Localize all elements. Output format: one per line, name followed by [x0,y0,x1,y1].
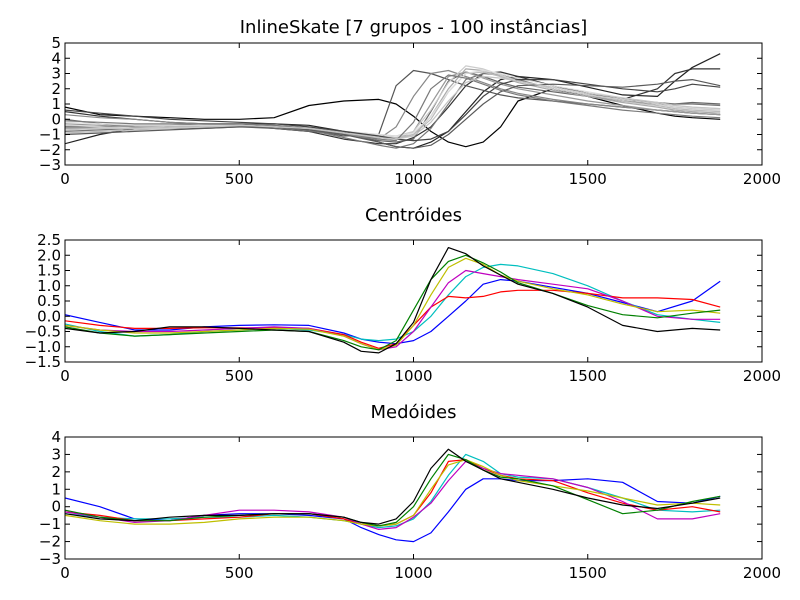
y-tick-label: −0.5 [25,323,61,341]
y-tick-label: 0 [51,498,61,516]
y-tick-label: −1.0 [25,338,61,356]
y-tick-label: −3 [39,550,61,568]
series-line-4 [65,269,721,351]
x-tick-label: 0 [60,170,70,188]
chart-title: Centróides [365,205,462,226]
y-tick-label: −2 [39,141,61,159]
x-tick-label: 1000 [394,564,432,582]
chart-title: Medóides [371,402,457,423]
x-tick-label: 500 [225,367,254,385]
y-tick-label: −1.5 [25,353,61,371]
series-line-14 [65,78,721,149]
y-tick-label: 4 [51,428,61,446]
y-tick-label: 2 [51,463,61,481]
x-tick-label: 0 [60,564,70,582]
y-tick-label: −3 [39,156,61,174]
series-line-1 [65,478,721,543]
y-tick-label: −2 [39,533,61,551]
y-tick-label: 3 [51,445,61,463]
series-line-2 [65,453,721,529]
x-tick-label: 2000 [743,170,781,188]
y-tick-label: −1 [39,126,61,144]
x-tick-label: 1000 [394,170,432,188]
series-line-13 [65,78,721,142]
y-tick-label: 0.0 [37,307,61,325]
x-tick-label: 1500 [569,564,607,582]
y-tick-label: 3 [51,65,61,83]
series-line-3 [65,459,721,527]
y-tick-label: 2 [51,80,61,98]
series-line-15 [65,74,721,142]
plot-frame [64,239,763,363]
plot-frame [64,436,763,560]
panel-1: InlineSkate [7 grupos - 100 instâncias] 0… [39,17,781,188]
y-tick-label: 4 [51,49,61,67]
series-line-3 [65,68,721,145]
series-line-7 [65,247,721,354]
series-line-6 [65,254,721,351]
x-tick-label: 2000 [743,367,781,385]
y-tick-label: 0.5 [37,292,61,310]
y-tick-label: 1.5 [37,262,61,280]
x-tick-label: 1500 [569,170,607,188]
series-line-5 [65,257,721,351]
x-tick-label: 500 [225,170,254,188]
series-line-6 [65,453,721,527]
series-line-1 [65,279,721,345]
y-tick-label: 2.5 [37,231,61,249]
x-tick-label: 1000 [394,367,432,385]
y-tick-label: 1.0 [37,277,61,295]
series-line-5 [65,459,721,527]
y-tick-label: 1 [51,480,61,498]
y-tick-label: 2.0 [37,246,61,264]
series-line-16 [65,75,721,140]
y-tick-label: 1 [51,95,61,113]
y-tick-label: −1 [39,515,61,533]
x-tick-label: 500 [225,564,254,582]
x-tick-label: 0 [60,367,70,385]
chart-title: InlineSkate [7 grupos - 100 instâncias] [240,17,588,38]
series-line-7 [65,448,721,525]
y-tick-label: 0 [51,110,61,128]
x-tick-label: 2000 [743,564,781,582]
y-tick-label: 5 [51,34,61,52]
x-tick-label: 1500 [569,367,607,385]
